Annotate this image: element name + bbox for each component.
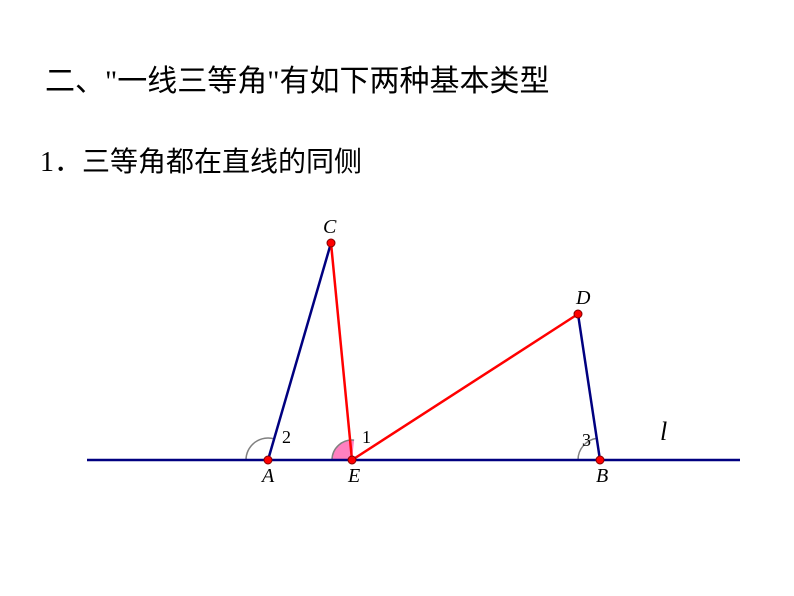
point-label-B: B (596, 465, 608, 487)
angle-label-1: 1 (362, 427, 371, 447)
point-label-A: A (260, 465, 275, 487)
segment-blue-0 (268, 243, 331, 460)
point-B (596, 456, 604, 464)
geometry-diagram: A E B C D 1 2 3 l (0, 0, 794, 596)
point-E (348, 456, 356, 464)
point-label-E: E (347, 465, 360, 487)
segment-red-0 (331, 243, 352, 460)
point-C (327, 239, 335, 247)
point-label-C: C (323, 216, 337, 238)
angle-label-2: 2 (282, 427, 291, 447)
page-root: 二、"一线三等角"有如下两种基本类型 1．三等角都在直线的同侧 AEBCD123… (0, 0, 794, 596)
segment-red-1 (352, 314, 578, 460)
point-A (264, 456, 272, 464)
angle-label-3: 3 (582, 430, 591, 450)
point-label-D: D (575, 287, 591, 309)
line-l-label: l (660, 417, 667, 446)
point-D (574, 310, 582, 318)
